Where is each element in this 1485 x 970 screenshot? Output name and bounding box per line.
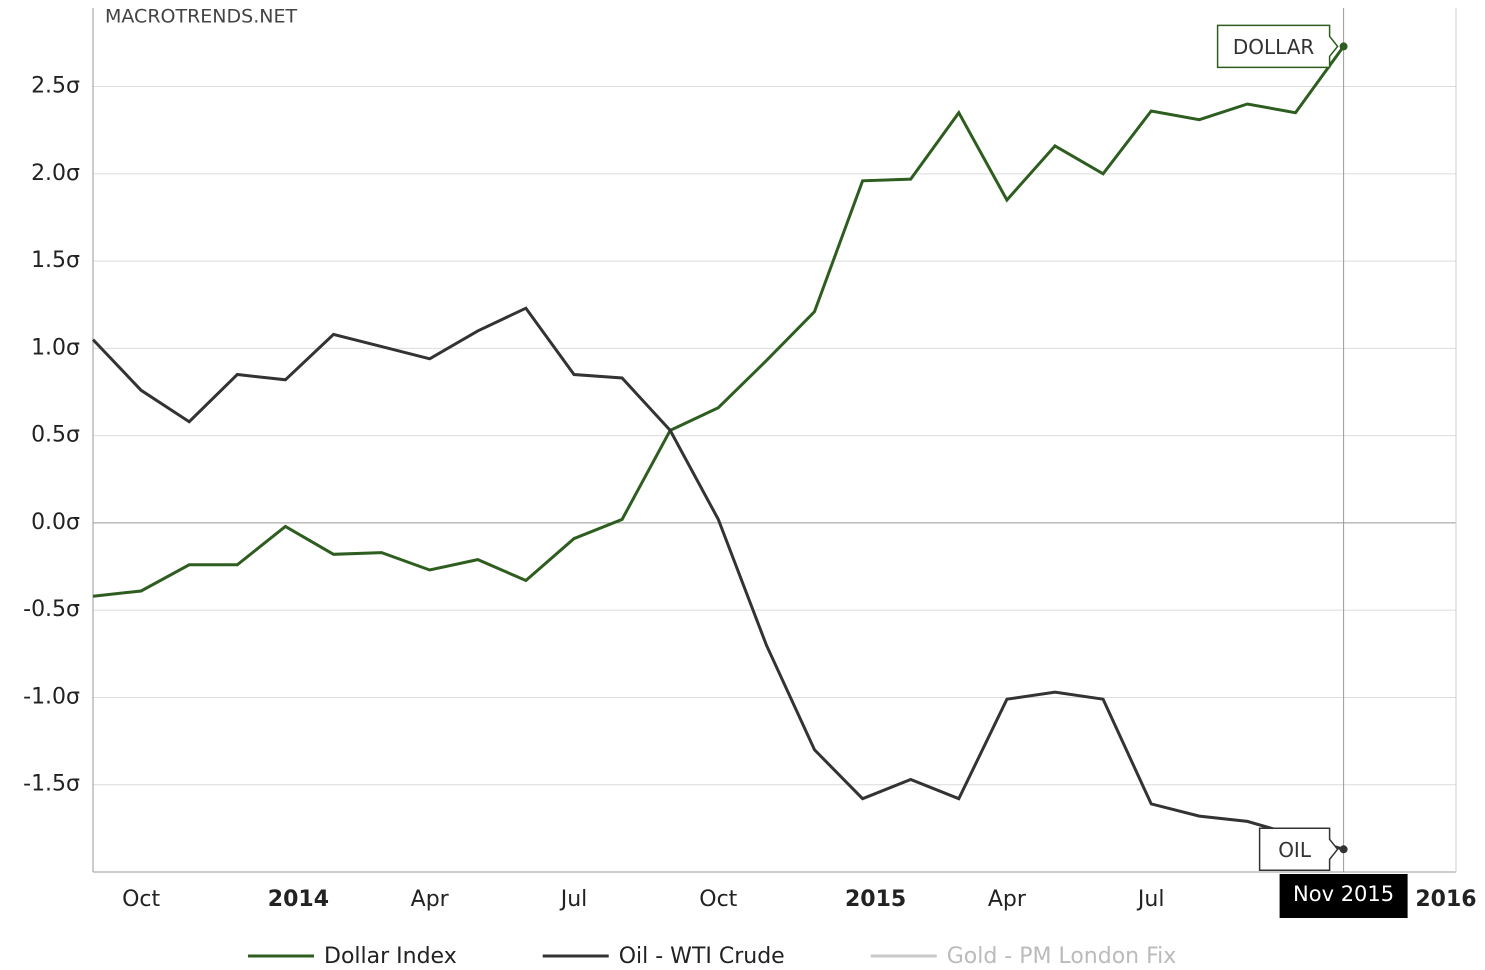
y-tick-label: 0.5σ xyxy=(31,423,80,448)
x-tick-label: Jul xyxy=(1136,887,1165,912)
y-tick-label: -1.5σ xyxy=(23,772,80,797)
flag-label: DOLLAR xyxy=(1233,35,1315,59)
y-tick-label: 0.0σ xyxy=(31,510,80,535)
series-line xyxy=(91,306,1345,851)
watermark: MACROTRENDS.NET xyxy=(105,6,297,28)
x-tick-label: Apr xyxy=(411,887,450,912)
x-tick-label: Oct xyxy=(122,887,160,912)
end-point xyxy=(1339,845,1348,854)
flag xyxy=(1258,827,1339,872)
x-tick-label: Nov 2015 xyxy=(1293,882,1394,906)
series-line xyxy=(92,45,1345,598)
x-tick-label: Apr xyxy=(988,887,1027,912)
y-tick-label: 2.0σ xyxy=(31,161,80,186)
y-tick-label: -1.0σ xyxy=(23,684,80,709)
y-tick-label: 2.5σ xyxy=(31,74,80,99)
flag-label: OIL xyxy=(1278,838,1312,862)
legend-label: Gold - PM London Fix xyxy=(947,944,1177,969)
y-tick-label: 1.5σ xyxy=(31,248,80,273)
x-tick-label: 2016 xyxy=(1415,887,1476,912)
y-tick-label: 1.0σ xyxy=(31,335,80,360)
x-tick-label: 2015 xyxy=(845,887,906,912)
legend-label: Oil - WTI Crude xyxy=(619,944,785,969)
x-tick-label: Jul xyxy=(559,887,588,912)
current-date-box xyxy=(1279,874,1408,918)
end-point xyxy=(1339,42,1348,51)
flag xyxy=(1216,24,1339,69)
x-tick-label: 2014 xyxy=(268,887,329,912)
x-tick-label: Oct xyxy=(699,887,737,912)
legend-label: Dollar Index xyxy=(324,944,457,969)
y-tick-label: -0.5σ xyxy=(23,597,80,622)
